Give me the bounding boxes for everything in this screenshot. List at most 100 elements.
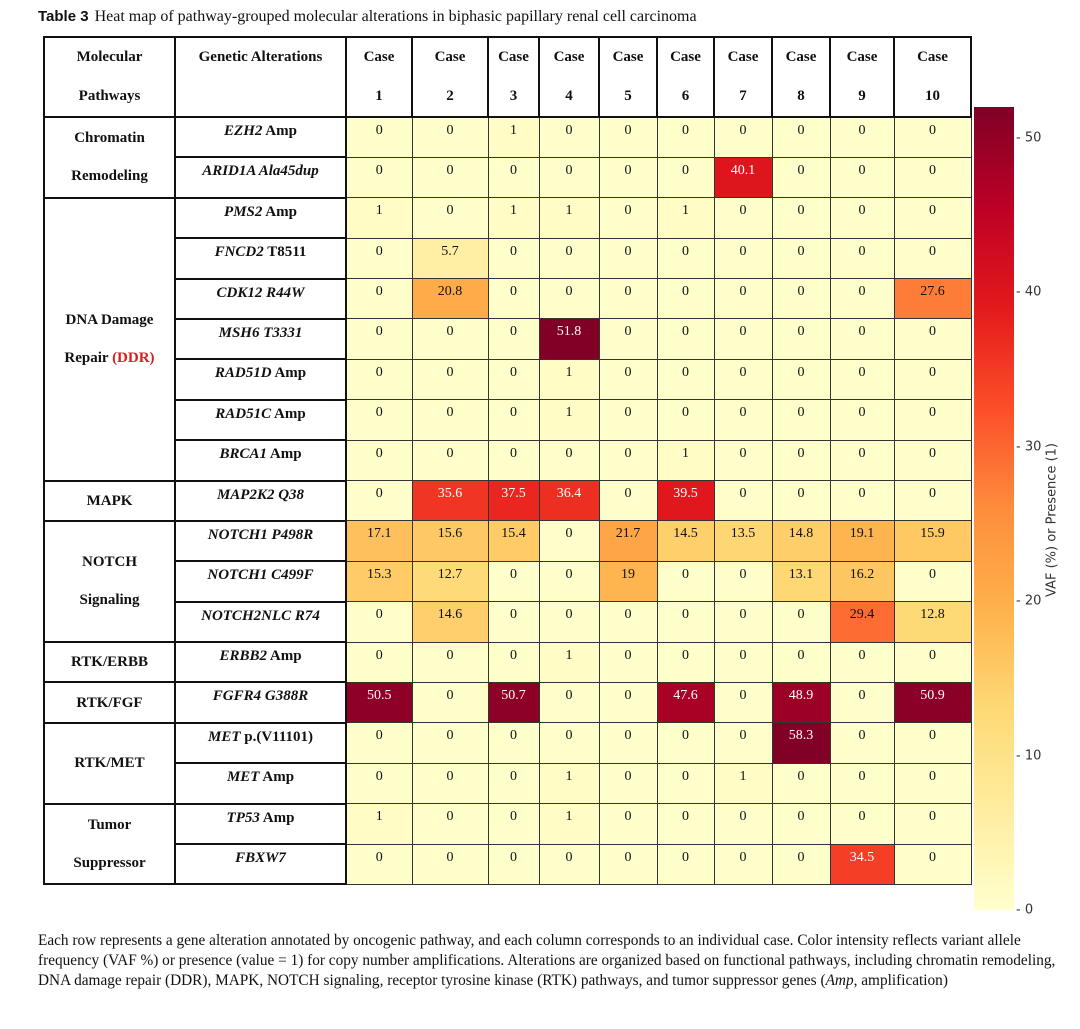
heatmap-cell: 0 bbox=[771, 156, 831, 199]
heatmap-cell: 19.1 bbox=[829, 520, 895, 562]
heatmap-cell: 0 bbox=[598, 803, 658, 845]
heatmap-cell: 0 bbox=[345, 399, 413, 441]
heatmap-cell: 0 bbox=[487, 439, 540, 482]
heatmap-cell: 0 bbox=[538, 681, 600, 724]
gene-name: TP53 bbox=[226, 809, 260, 826]
heatmap-cell: 1 bbox=[487, 116, 540, 158]
gene-name: EZH2 bbox=[224, 123, 263, 139]
variant-name: Amp bbox=[266, 648, 302, 665]
heatmap-cell: 0 bbox=[829, 399, 895, 441]
heatmap-cell: 58.3 bbox=[771, 722, 831, 764]
heatmap-cell: 0 bbox=[829, 439, 895, 482]
heatmap-cell: 0 bbox=[829, 116, 895, 158]
alteration-cell: ARID1A Ala45dup bbox=[174, 156, 347, 199]
heatmap-cell: 14.6 bbox=[411, 601, 489, 643]
heatmap-cell: 0 bbox=[829, 641, 895, 683]
heatmap-cell: 15.9 bbox=[893, 520, 972, 562]
colorbar-tick: - 20 bbox=[1016, 593, 1042, 609]
heatmap-cell: 0 bbox=[411, 197, 489, 239]
heatmap-cell: 0 bbox=[345, 601, 413, 643]
heatmap-cell: 12.7 bbox=[411, 560, 489, 603]
header-case-number: 2 bbox=[446, 88, 454, 104]
heatmap-cell: 0 bbox=[893, 237, 972, 280]
heatmap-cell: 13.1 bbox=[771, 560, 831, 603]
heatmap-cell: 35.6 bbox=[411, 480, 489, 522]
table-row: BRCA1 Amp 0 0 0 0 0 1 0 0 0 0 bbox=[44, 439, 972, 482]
heatmap-cell: 0 bbox=[411, 803, 489, 845]
alteration-cell: CDK12 R44W bbox=[174, 277, 347, 320]
heatmap-cell: 13.5 bbox=[713, 520, 773, 562]
table-row: MAPK MAP2K2 Q38 0 35.6 37.5 36.4 0 39.5 0 0 0 0 bbox=[43, 479, 972, 522]
colorbar-tick: - 50 bbox=[1016, 130, 1042, 146]
heatmap-cell: 37.5 bbox=[487, 480, 540, 522]
heatmap-cell: 0 bbox=[771, 358, 831, 401]
heatmap-cell: 0 bbox=[345, 762, 413, 805]
heatmap-cell: 0 bbox=[713, 560, 773, 603]
heatmap-cell: 17.1 bbox=[345, 520, 413, 562]
gene-name: NOTCH1 C499F bbox=[207, 567, 314, 584]
heatmap-cell: 14.5 bbox=[656, 520, 715, 562]
heatmap-cell: 15.6 bbox=[411, 520, 489, 562]
heatmap-cell: 0 bbox=[538, 237, 600, 280]
heatmap-cell: 0 bbox=[656, 722, 715, 764]
table-row: RTK/FGF FGFR4 G388R 50.5 0 50.7 0 0 47.6 0 48.9 0 5… bbox=[43, 681, 972, 724]
heatmap-cell: 0 bbox=[713, 318, 773, 360]
colorbar bbox=[974, 107, 1014, 910]
heatmap-cell: 0 bbox=[598, 156, 658, 199]
heatmap-cell: 0 bbox=[345, 843, 413, 885]
heatmap-cell: 0 bbox=[598, 439, 658, 482]
variant-name: Amp bbox=[259, 769, 295, 786]
heatmap-cell: 0 bbox=[771, 439, 831, 482]
colorbar-tick: - 0 bbox=[1016, 902, 1034, 918]
heatmap-cell: 0 bbox=[538, 520, 600, 562]
variant-name: Amp bbox=[266, 446, 302, 463]
heatmap-cell: 0 bbox=[771, 803, 831, 845]
heatmap-cell: 50.7 bbox=[487, 681, 540, 724]
header-case: Case 1 bbox=[345, 36, 413, 118]
header-case-number: 9 bbox=[858, 88, 866, 104]
colorbar-tick: - 30 bbox=[1016, 439, 1042, 455]
heatmap-cell: 0 bbox=[893, 399, 972, 441]
heatmap-cell: 0 bbox=[713, 358, 773, 401]
header-row: Molecular Pathways Genetic Alterations Case… bbox=[43, 36, 972, 118]
variant-name: Amp bbox=[271, 405, 306, 422]
heatmap-cell: 1 bbox=[538, 399, 600, 441]
header-case-word: Case bbox=[727, 49, 759, 65]
heatmap-cell: 0 bbox=[598, 681, 658, 724]
pathway-label: Chromatin bbox=[74, 130, 145, 147]
table-row: Tumor Suppressor TP53 Amp 1 0 0 1 0 0 0 0 0 0 bbox=[43, 802, 972, 886]
table-row: FNCD2 T8511 0 5.7 0 0 0 0 0 0 0 0 bbox=[44, 237, 972, 280]
heatmap-cell: 1 bbox=[656, 197, 715, 239]
header-case: Case 7 bbox=[713, 36, 773, 118]
table-row: RAD51C Amp 0 0 0 1 0 0 0 0 0 0 bbox=[44, 398, 972, 442]
heatmap-cell: 0 bbox=[598, 722, 658, 764]
heatmap-cell: 0 bbox=[656, 560, 715, 603]
heatmap-cell: 0 bbox=[893, 843, 972, 885]
variant-name: T8511 bbox=[263, 244, 307, 261]
caption-tail: , amplification) bbox=[853, 972, 948, 989]
table-row: Chromatin Remodeling EZH2 Amp 0 0 1 0 0 0 0 0 0 0 bbox=[43, 115, 972, 199]
header-case-number: 1 bbox=[375, 88, 383, 104]
variant-name: Amp bbox=[259, 809, 295, 826]
heatmap-cell: 0 bbox=[771, 197, 831, 239]
pathway-cell: RTK/ERBB bbox=[43, 641, 176, 684]
header-pathways-line: Molecular bbox=[76, 49, 143, 65]
alteration-cell: MET Amp bbox=[174, 762, 347, 805]
header-case-word: Case bbox=[846, 49, 878, 65]
header-case-word: Case bbox=[553, 49, 585, 65]
heatmap-cell: 0 bbox=[598, 641, 658, 683]
heatmap-cell: 34.5 bbox=[829, 843, 895, 885]
header-case: Case 9 bbox=[829, 36, 895, 118]
colorbar-label: VAF (%) or Presence (1) bbox=[1044, 443, 1060, 597]
pathway-cell: Chromatin Remodeling bbox=[43, 116, 176, 199]
heatmap-cell: 0 bbox=[771, 641, 831, 683]
heatmap-cell: 0 bbox=[893, 762, 972, 805]
header-case-number: 3 bbox=[509, 88, 518, 104]
pathway-label: Remodeling bbox=[71, 168, 148, 185]
heatmap-cell: 0 bbox=[345, 480, 413, 522]
table-row: RAD51D Amp 0 0 0 1 0 0 0 0 0 0 bbox=[44, 358, 972, 401]
header-case: Case 2 bbox=[411, 36, 489, 118]
heatmap-cell: 0 bbox=[598, 278, 658, 320]
heatmap-cell: 0 bbox=[487, 601, 540, 643]
heatmap-cell: 0 bbox=[713, 843, 773, 885]
